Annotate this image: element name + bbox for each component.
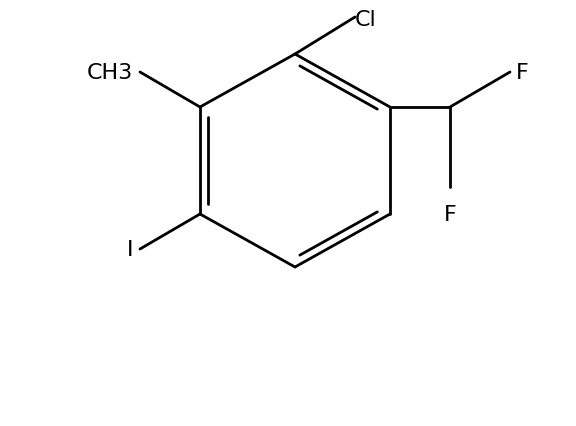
Text: F: F <box>516 63 529 83</box>
Text: F: F <box>444 204 456 225</box>
Text: I: I <box>127 239 133 259</box>
Text: CH3: CH3 <box>87 63 133 83</box>
Text: Cl: Cl <box>355 10 377 30</box>
